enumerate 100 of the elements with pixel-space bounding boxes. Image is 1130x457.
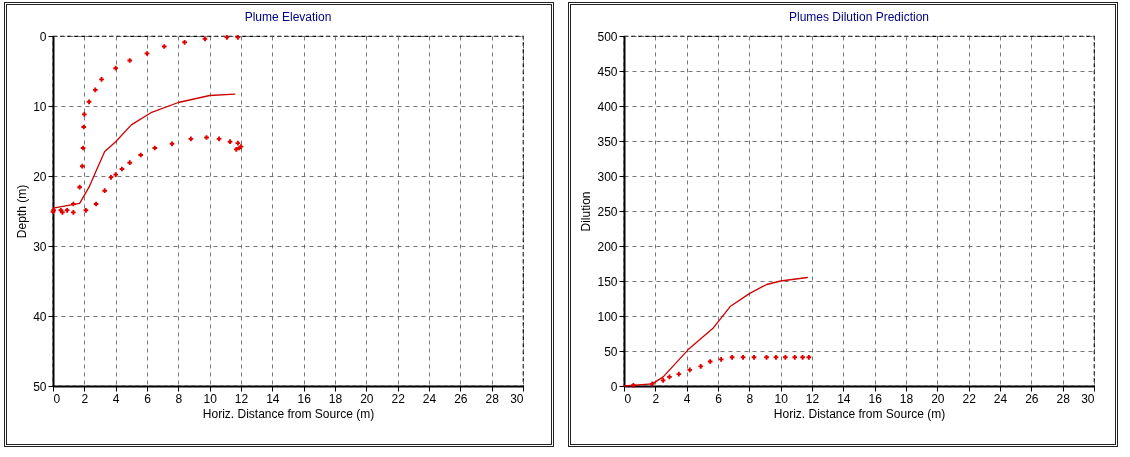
- point: [71, 201, 76, 207]
- y-axis-title: Dilution: [579, 191, 594, 232]
- x-tick-label: 10: [774, 391, 789, 406]
- point: [169, 141, 175, 147]
- y-tick-label: 100: [597, 309, 618, 324]
- x-tick-label: 12: [805, 391, 820, 406]
- x-tick-label: 24: [993, 391, 1008, 406]
- point: [92, 87, 98, 93]
- point: [127, 160, 133, 166]
- y-tick-label: 450: [597, 64, 618, 79]
- point: [83, 207, 89, 213]
- point: [113, 65, 119, 71]
- point: [800, 354, 805, 360]
- point: [99, 77, 104, 82]
- point: [806, 354, 812, 360]
- chart-title: Plume Elevation: [244, 10, 332, 24]
- y-tick-label: 250: [597, 204, 618, 219]
- point: [687, 367, 693, 373]
- x-tick-label: 28: [1056, 391, 1071, 406]
- point: [108, 175, 114, 180]
- point: [792, 354, 798, 360]
- y-tick-label: 400: [597, 99, 618, 114]
- x-tick-label: 20: [360, 391, 374, 406]
- x-tick-label: 4: [112, 391, 120, 406]
- point: [138, 152, 144, 158]
- x-tick-label: 14: [266, 391, 280, 406]
- x-tick-label: 6: [715, 391, 723, 406]
- point: [740, 354, 746, 360]
- x-tick-label: 30: [1081, 391, 1095, 406]
- point: [202, 36, 208, 42]
- point: [631, 382, 636, 388]
- point: [764, 354, 769, 360]
- y-tick-label: 0: [39, 29, 47, 44]
- x-tick-label: 26: [1025, 391, 1039, 406]
- point: [64, 207, 70, 213]
- x-tick-label: 24: [422, 391, 437, 406]
- line-series: [623, 276, 808, 387]
- point: [676, 371, 682, 377]
- point: [182, 39, 187, 45]
- point: [79, 163, 85, 169]
- y-tick-label: 500: [597, 29, 618, 44]
- point: [667, 374, 672, 380]
- point: [718, 357, 724, 362]
- point: [751, 354, 757, 360]
- x-tick-label: 0: [53, 391, 61, 406]
- point: [161, 44, 167, 49]
- y-tick-label: 30: [33, 239, 47, 254]
- x-axis-title: Horiz. Distance from Source (m): [773, 406, 946, 421]
- x-tick-label: 8: [746, 391, 754, 406]
- point: [113, 172, 119, 177]
- point: [224, 35, 230, 40]
- point: [773, 354, 779, 360]
- x-tick-label: 2: [652, 391, 660, 406]
- point: [783, 354, 788, 360]
- point: [77, 184, 82, 190]
- y-tick-label: 20: [33, 169, 47, 184]
- x-tick-label: 14: [837, 391, 851, 406]
- point: [729, 354, 735, 360]
- x-tick-label: 18: [899, 391, 914, 406]
- point: [152, 145, 158, 151]
- point: [127, 58, 133, 63]
- x-tick-label: 0: [624, 391, 632, 406]
- x-tick-label: 22: [391, 391, 406, 406]
- x-tick-label: 30: [510, 391, 524, 406]
- point: [235, 35, 241, 40]
- point: [81, 124, 87, 130]
- x-tick-label: 12: [234, 391, 249, 406]
- y-tick-label: 40: [33, 309, 47, 324]
- point: [707, 359, 713, 364]
- x-tick-label: 28: [485, 391, 500, 406]
- point: [102, 188, 108, 194]
- y-tick-label: 150: [597, 274, 618, 289]
- chart-title: Plumes Dilution Prediction: [788, 10, 930, 24]
- x-tick-label: 16: [297, 391, 312, 406]
- point: [227, 139, 233, 145]
- point: [81, 112, 87, 117]
- y-tick-label: 0: [610, 379, 618, 394]
- x-tick-label: 20: [931, 391, 945, 406]
- y-tick-label: 50: [33, 379, 47, 394]
- y-axis-title: Depth (m): [15, 184, 30, 239]
- y-tick-label: 350: [597, 134, 618, 149]
- point: [660, 378, 666, 383]
- point: [649, 381, 655, 387]
- x-tick-label: 4: [683, 391, 691, 406]
- x-tick-label: 6: [144, 391, 152, 406]
- x-tick-label: 16: [868, 391, 883, 406]
- y-tick-label: 10: [33, 99, 47, 114]
- point: [233, 147, 239, 152]
- point: [71, 210, 76, 215]
- point: [86, 99, 92, 105]
- x-tick-label: 8: [175, 391, 183, 406]
- x-tick-label: 26: [454, 391, 468, 406]
- x-tick-label: 2: [81, 391, 89, 406]
- point: [698, 364, 704, 369]
- x-tick-label: 22: [962, 391, 977, 406]
- x-axis-title: Horiz. Distance from Source (m): [202, 406, 375, 421]
- y-tick-label: 50: [604, 344, 618, 359]
- x-tick-label: 18: [328, 391, 343, 406]
- y-tick-label: 300: [597, 169, 618, 184]
- y-tick-label: 200: [597, 239, 618, 254]
